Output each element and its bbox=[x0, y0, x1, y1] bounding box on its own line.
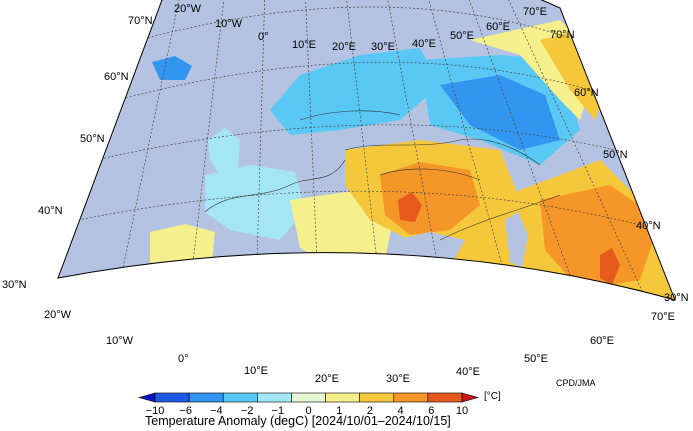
lon-label-top-70e: 70°E bbox=[523, 6, 547, 18]
colorbar-tick-label: 4 bbox=[398, 405, 404, 417]
lon-label-bottom-30e: 30°E bbox=[386, 373, 410, 385]
region-kazakhstan-hot bbox=[540, 185, 660, 290]
lon-label-bottom-20w: 20°W bbox=[44, 309, 72, 321]
colorbar-swatch-max bbox=[461, 392, 480, 403]
lat-label-right-40: 40°N bbox=[636, 220, 661, 232]
lat-label-right-50: 50°N bbox=[603, 149, 628, 161]
lat-label-left-70: 70°N bbox=[128, 15, 153, 27]
region-western-europe bbox=[205, 165, 305, 240]
map-title: Temperature Anomaly (degC) [2024/10/01–2… bbox=[145, 414, 451, 428]
colorbar-tick-label: −6 bbox=[179, 405, 192, 417]
colorbar-tick-label: 2 bbox=[367, 405, 373, 417]
colorbar-swatch bbox=[359, 392, 395, 403]
map-outline bbox=[57, 0, 676, 301]
region-iberia bbox=[150, 224, 215, 272]
colorbar: −10 −6 −4 −2 −1 0 1 2 4 6 10 bbox=[137, 392, 480, 417]
lon-label-top-40e: 40°E bbox=[412, 38, 436, 50]
lat-label-left-60: 60°N bbox=[104, 71, 129, 83]
colorbar-tick-label: 1 bbox=[336, 405, 342, 417]
colorbar-swatch bbox=[427, 392, 463, 403]
region-iceland bbox=[152, 56, 192, 80]
region-british-isles bbox=[208, 128, 240, 175]
colorbar-tick-label: 0 bbox=[305, 405, 311, 417]
colorbar-tick-label: −4 bbox=[210, 405, 223, 417]
lon-label-bottom-40e: 40°E bbox=[456, 366, 480, 378]
colorbar-tick-label: 6 bbox=[428, 405, 434, 417]
region-turkey bbox=[385, 260, 480, 298]
lon-label-bottom-60e: 60°E bbox=[590, 335, 614, 347]
lon-label-bottom-10e: 10°E bbox=[244, 365, 268, 377]
lat-label-right-70: 70°N bbox=[550, 29, 575, 41]
region-kazakhstan-very-hot bbox=[600, 248, 620, 285]
colorbar-swatch-min bbox=[137, 392, 156, 403]
lat-label-left-30: 30°N bbox=[2, 279, 27, 291]
credit-label: CPD/JMA bbox=[556, 378, 596, 388]
lon-label-top-60e: 60°E bbox=[486, 21, 510, 33]
lat-label-right-30: 30°N bbox=[664, 292, 689, 304]
colorbar-swatch bbox=[154, 392, 190, 403]
lon-label-bottom-50e: 50°E bbox=[524, 353, 548, 365]
colorbar-swatch bbox=[291, 392, 326, 403]
colorbar-swatch bbox=[257, 392, 292, 403]
lon-label-top-10e: 10°E bbox=[292, 39, 316, 51]
colorbar-tick-label: 10 bbox=[456, 405, 468, 417]
mediterranean-sea bbox=[195, 258, 420, 300]
colorbar-tick-label: −2 bbox=[241, 405, 254, 417]
black-sea bbox=[395, 232, 465, 262]
region-north-africa bbox=[110, 258, 480, 300]
colorbar-swatch bbox=[393, 392, 429, 403]
lon-labels-bottom: 20°W 10°W 0° 10°E 20°E 30°E 40°E 50°E 60… bbox=[44, 309, 675, 385]
colorbar-swatch bbox=[325, 392, 360, 403]
lat-label-right-60: 60°N bbox=[574, 87, 599, 99]
lon-label-top-50e: 50°E bbox=[450, 30, 474, 42]
lon-label-top-20e: 20°E bbox=[332, 41, 356, 53]
lon-label-top-20w: 20°W bbox=[174, 3, 202, 15]
colorbar-swatch bbox=[222, 392, 258, 403]
region-north-russia-cold bbox=[440, 75, 560, 150]
lon-label-top-0: 0° bbox=[258, 31, 269, 43]
colorbar-tick-label: −10 bbox=[146, 405, 165, 417]
lat-labels-left: 70°N 60°N 50°N 40°N 30°N bbox=[2, 15, 153, 291]
lat-label-left-40: 40°N bbox=[38, 205, 63, 217]
lon-label-bottom-70e: 70°E bbox=[651, 311, 675, 323]
lon-label-bottom-20e: 20°E bbox=[315, 373, 339, 385]
lon-label-bottom-10w: 10°W bbox=[106, 335, 134, 347]
lon-label-top-10w: 10°W bbox=[215, 18, 243, 30]
region-ukraine-very-hot bbox=[398, 192, 422, 222]
lat-labels-right: 70°N 60°N 50°N 40°N 30°N bbox=[550, 29, 689, 304]
caspian-sea bbox=[505, 212, 528, 268]
colorbar-tick-label: −1 bbox=[272, 405, 285, 417]
region-scandinavia bbox=[270, 48, 440, 135]
colorbar-unit: [°C] bbox=[484, 391, 501, 402]
lon-labels-top: 20°W 10°W 0° 10°E 20°E 30°E 40°E 50°E 60… bbox=[174, 3, 547, 53]
lon-label-bottom-0: 0° bbox=[178, 353, 189, 365]
lon-label-top-30e: 30°E bbox=[371, 41, 395, 53]
lat-label-left-50: 50°N bbox=[80, 133, 105, 145]
colorbar-swatch bbox=[188, 392, 224, 403]
